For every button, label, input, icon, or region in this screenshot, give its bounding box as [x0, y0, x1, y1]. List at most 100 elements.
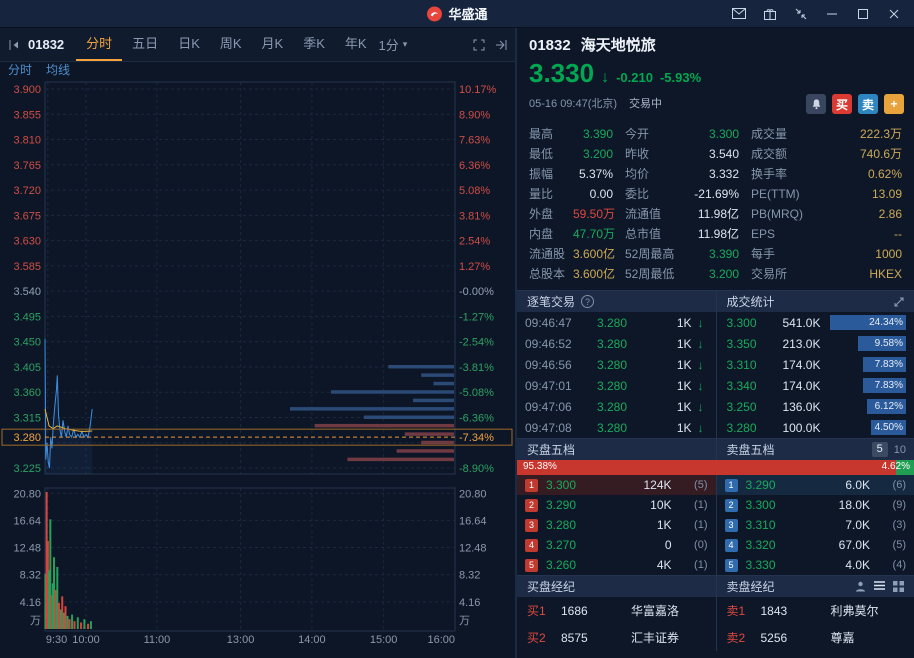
depth-5-toggle[interactable]: 5 [871, 442, 888, 457]
depth-row: 2 3.290 10K (1) 2 3.300 18.0K (9) [517, 495, 914, 515]
panel-collapse-icon[interactable] [8, 39, 20, 51]
period-dropdown[interactable]: 1分 ▾ [379, 35, 408, 54]
sell-level-1[interactable]: 1 3.290 6.0K (6) [715, 475, 914, 495]
buy-level-5[interactable]: 5 3.260 4K (1) [517, 555, 716, 575]
chart-tab-5[interactable]: 月K [261, 36, 284, 51]
collapse-arrows-icon[interactable] [793, 6, 809, 22]
rewards-icon[interactable] [762, 6, 778, 22]
sell-level-2[interactable]: 2 3.300 18.0K (9) [715, 495, 914, 515]
svg-text:5.08%: 5.08% [459, 185, 490, 197]
stat-value: 0.00 [589, 187, 613, 201]
main-area: 01832 分时 五日 日K 周K 月K 季K 年K 1分 ▾ 3.280 -7.34% 3.9… [0, 28, 914, 658]
chart-tab-7[interactable]: 年K [344, 36, 367, 51]
grid-view-icon[interactable] [893, 581, 904, 592]
broker-row[interactable]: 买1 1686 华富嘉洛 卖1 1843 利弗莫尔 [517, 597, 914, 624]
svg-text:分时: 分时 [8, 63, 32, 77]
buy-level-4[interactable]: 4 3.270 0 (0) [517, 535, 716, 555]
tick-row[interactable]: 09:46:52 3.280 1K ↓ 3.350 213.0K 9.58% [517, 333, 914, 354]
broker-list: 买1 1686 华富嘉洛 卖1 1843 利弗莫尔 买2 8575 汇丰证券 卖2 5256 尊嘉 [517, 597, 914, 658]
sell-level-5[interactable]: 5 3.330 4.0K (4) [715, 555, 914, 575]
chart-tab-2[interactable]: 五日 [132, 36, 159, 51]
stat-label: 成交额 [751, 147, 788, 161]
tick-row[interactable]: 09:47:06 3.280 1K ↓ 3.250 136.0K 6.12% [517, 396, 914, 417]
svg-text:8.90%: 8.90% [459, 109, 490, 121]
buy-broker-rank: 买1 [527, 604, 546, 618]
tick-row[interactable]: 09:47:08 3.280 1K ↓ 3.280 100.0K 4.50% [517, 417, 914, 438]
expand-right-icon[interactable] [495, 39, 507, 51]
buy-button[interactable]: 买 [832, 94, 852, 114]
svg-text:10.17%: 10.17% [459, 84, 497, 96]
buy-broker-rank: 买2 [527, 631, 546, 645]
minimize-button[interactable] [824, 6, 840, 22]
svg-text:-1.27%: -1.27% [459, 311, 494, 323]
volume-stat-bar: 6.12% [867, 399, 906, 414]
stat-volume: 174.0K [782, 357, 821, 372]
market-status: 交易中 [629, 98, 663, 110]
stat-label: 换手率 [751, 167, 788, 181]
depth-section-header: 买盘五档 卖盘五档 5 10 [517, 438, 914, 460]
depth-list: 1 3.300 124K (5) 1 3.290 6.0K (6) 2 3.290 10K (1) 2 3… [517, 475, 914, 575]
maximize-button[interactable] [855, 6, 871, 22]
sell-price: 3.310 [745, 518, 776, 532]
chart-tab-4[interactable]: 周K [219, 36, 242, 51]
svg-text:13:00: 13:00 [227, 634, 255, 646]
stat-volume: 541.0K [782, 315, 821, 330]
volume-stat-bar-track: 9.58% [829, 336, 906, 351]
tick-volume: 1K [676, 399, 692, 414]
tick-row[interactable]: 09:47:01 3.280 1K ↓ 3.340 174.0K 7.83% [517, 375, 914, 396]
tick-volume: 1K [676, 420, 692, 435]
buy-rank-badge: 4 [525, 538, 538, 552]
person-icon[interactable] [855, 581, 866, 592]
app-title: 华盛通 [448, 7, 488, 22]
sell-price: 3.290 [745, 478, 776, 492]
buy-level-2[interactable]: 2 3.290 10K (1) [517, 495, 716, 515]
broker-row[interactable]: 买2 8575 汇丰证券 卖2 5256 尊嘉 [517, 624, 914, 651]
svg-text:3.675: 3.675 [13, 210, 41, 222]
chart-tab-6[interactable]: 季K [303, 36, 325, 51]
list-view-icon[interactable] [874, 581, 885, 592]
sell-volume: 18.0K [838, 498, 870, 512]
chart-tab-3[interactable]: 日K [178, 36, 200, 51]
stat-label: 最高 [529, 127, 554, 141]
buy-price: 3.260 [546, 558, 577, 572]
chart-toolbar: 01832 分时 五日 日K 周K 月K 季K 年K 1分 ▾ [0, 28, 515, 62]
close-button[interactable] [886, 6, 902, 22]
svg-text:3.810: 3.810 [13, 135, 41, 147]
stock-code-toolbar[interactable]: 01832 [28, 37, 65, 52]
sell-level-4[interactable]: 4 3.320 67.0K (5) [715, 535, 914, 555]
tick-row[interactable]: 09:46:47 3.280 1K ↓ 3.300 541.0K 24.34% [517, 312, 914, 333]
svg-text:6.36%: 6.36% [459, 160, 490, 172]
stat-label: 52周最高 [625, 247, 675, 261]
stat-value: 47.70万 [573, 227, 616, 241]
depth-row: 3 3.280 1K (1) 3 3.310 7.0K (3) [517, 515, 914, 535]
buy-level-1[interactable]: 1 3.300 124K (5) [517, 475, 716, 495]
chart-tab-1[interactable]: 分时 [76, 28, 123, 61]
stat-value: -21.69% [694, 187, 739, 201]
depth-10-toggle[interactable]: 10 [893, 443, 906, 456]
svg-text:3.315: 3.315 [13, 413, 41, 425]
sell-price: 3.320 [745, 538, 776, 552]
broker-view-icons [855, 581, 904, 592]
add-watchlist-button[interactable]: + [884, 94, 904, 114]
sell-broker-rank: 卖1 [726, 604, 746, 618]
buy-price: 3.280 [546, 518, 577, 532]
quote-code: 01832 [529, 37, 571, 54]
volume-stat-bar-track: 6.12% [829, 399, 906, 414]
expand-icon[interactable] [894, 297, 904, 307]
sell-level-3[interactable]: 3 3.310 7.0K (3) [715, 515, 914, 535]
help-icon[interactable]: ? [581, 295, 595, 308]
messages-icon[interactable] [731, 6, 747, 22]
buy-broker-name: 汇丰证券 [631, 631, 680, 645]
tick-down-arrow-icon: ↓ [697, 315, 704, 330]
sell-volume: 67.0K [838, 538, 870, 552]
buy-level-3[interactable]: 3 3.280 1K (1) [517, 515, 716, 535]
tick-row[interactable]: 09:46:56 3.280 1K ↓ 3.310 174.0K 7.83% [517, 354, 914, 375]
price-alert-icon[interactable] [806, 94, 826, 114]
sell-button[interactable]: 卖 [858, 94, 878, 114]
intraday-chart[interactable]: 3.280 -7.34% 3.900 3.855 3.810 3.765 3.720 3.67… [0, 62, 515, 658]
buy-depth-header: 买盘五档 [517, 439, 716, 460]
fullscreen-icon[interactable] [473, 39, 485, 51]
svg-text:3.720: 3.720 [13, 185, 41, 197]
period-dropdown-label: 1分 [378, 38, 399, 53]
